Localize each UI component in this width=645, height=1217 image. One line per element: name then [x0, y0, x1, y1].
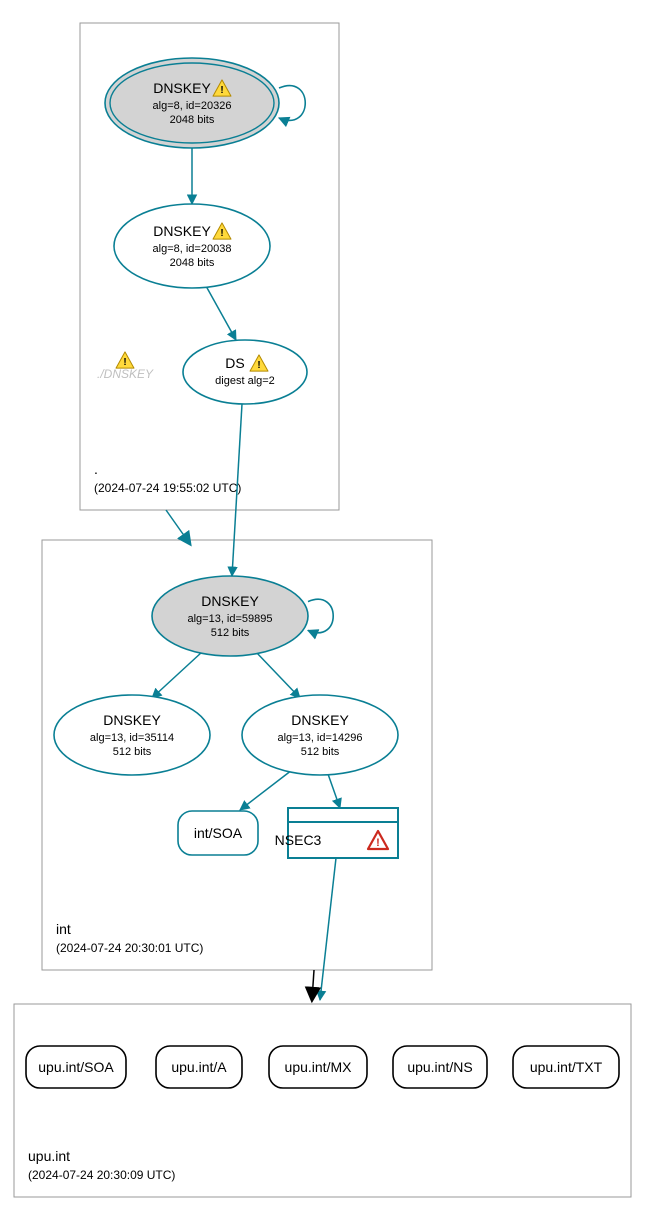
node-title: DNSKEY [153, 223, 211, 239]
edge-root_ksk_self [279, 86, 305, 121]
edge-int_zsk2_to_nsec3 [328, 774, 340, 808]
zone-timestamp: (2024-07-24 19:55:02 UTC) [94, 481, 241, 495]
node-title: upu.int/NS [407, 1059, 472, 1075]
node-int_zsk1: DNSKEY alg=13, id=35114 512 bits [54, 695, 210, 775]
node-int_zsk2: DNSKEY alg=13, id=14296 512 bits [242, 695, 398, 775]
svg-text:!: ! [376, 837, 380, 849]
node-title: upu.int/SOA [38, 1059, 114, 1075]
node-upu_ns: upu.int/NS [393, 1046, 487, 1088]
node-int_ksk: DNSKEY alg=13, id=59895 512 bits [152, 576, 308, 656]
alias-label: ./DNSKEY [97, 367, 154, 381]
svg-text:!: ! [220, 228, 223, 239]
node-upu_txt: upu.int/TXT [513, 1046, 619, 1088]
zone-timestamp: (2024-07-24 20:30:09 UTC) [28, 1168, 175, 1182]
node-line2: alg=8, id=20326 [153, 100, 232, 112]
node-upu_a: upu.int/A [156, 1046, 242, 1088]
edge-int_ksk_to_zsk2 [256, 652, 300, 698]
node-title: DNSKEY [103, 712, 161, 728]
node-root_zsk: DNSKEY alg=8, id=20038 2048 bits! [114, 204, 270, 288]
node-title: upu.int/A [171, 1059, 227, 1075]
node-line2: alg=13, id=14296 [277, 732, 362, 744]
node-title: DNSKEY [291, 712, 349, 728]
svg-text:!: ! [257, 360, 260, 371]
edge-root_zsk_to_ds [206, 286, 236, 340]
node-line2: alg=13, id=59895 [187, 613, 272, 625]
edge-int_nsec3_to_upu [320, 858, 336, 1000]
zone-timestamp: (2024-07-24 20:30:01 UTC) [56, 941, 203, 955]
node-root_ksk: DNSKEY alg=8, id=20326 2048 bits! [105, 58, 279, 148]
node-line2: digest alg=2 [215, 375, 275, 387]
node-line3: 2048 bits [170, 257, 215, 269]
edge-int_ksk_to_zsk1 [152, 652, 202, 698]
node-title: DNSKEY [153, 80, 211, 96]
node-title: NSEC3 [275, 832, 322, 848]
node-line3: 512 bits [301, 746, 340, 758]
zone-upuint: upu.int (2024-07-24 20:30:09 UTC) [14, 1004, 631, 1197]
node-int_soa: int/SOA [178, 811, 258, 855]
warning-icon: ! [116, 352, 134, 368]
node-title: upu.int/MX [285, 1059, 353, 1075]
node-upu_mx: upu.int/MX [269, 1046, 367, 1088]
svg-text:!: ! [220, 85, 223, 96]
node-title: DNSKEY [201, 593, 259, 609]
edge-int_zsk2_to_soa [240, 770, 292, 810]
node-root_alias: !./DNSKEY [97, 352, 154, 381]
node-upu_soa: upu.int/SOA [26, 1046, 126, 1088]
node-line3: 512 bits [113, 746, 152, 758]
zone-label: upu.int [28, 1148, 70, 1164]
node-line2: alg=8, id=20038 [153, 243, 232, 255]
edge-root_box_to_int_box [166, 510, 190, 544]
node-title: int/SOA [194, 825, 243, 841]
node-line3: 2048 bits [170, 114, 215, 126]
node-int_nsec3: NSEC3! [275, 808, 398, 858]
node-title: DS [225, 355, 244, 371]
node-root_ds: DS digest alg=2! [183, 340, 307, 404]
edge-int_box_to_upu_box [312, 970, 314, 1000]
zone-label: int [56, 921, 71, 937]
node-line3: 512 bits [211, 627, 250, 639]
zone-label: . [94, 461, 98, 477]
edge-int_ksk_self [308, 599, 333, 632]
node-title: upu.int/TXT [530, 1059, 603, 1075]
node-line2: alg=13, id=35114 [90, 732, 174, 744]
